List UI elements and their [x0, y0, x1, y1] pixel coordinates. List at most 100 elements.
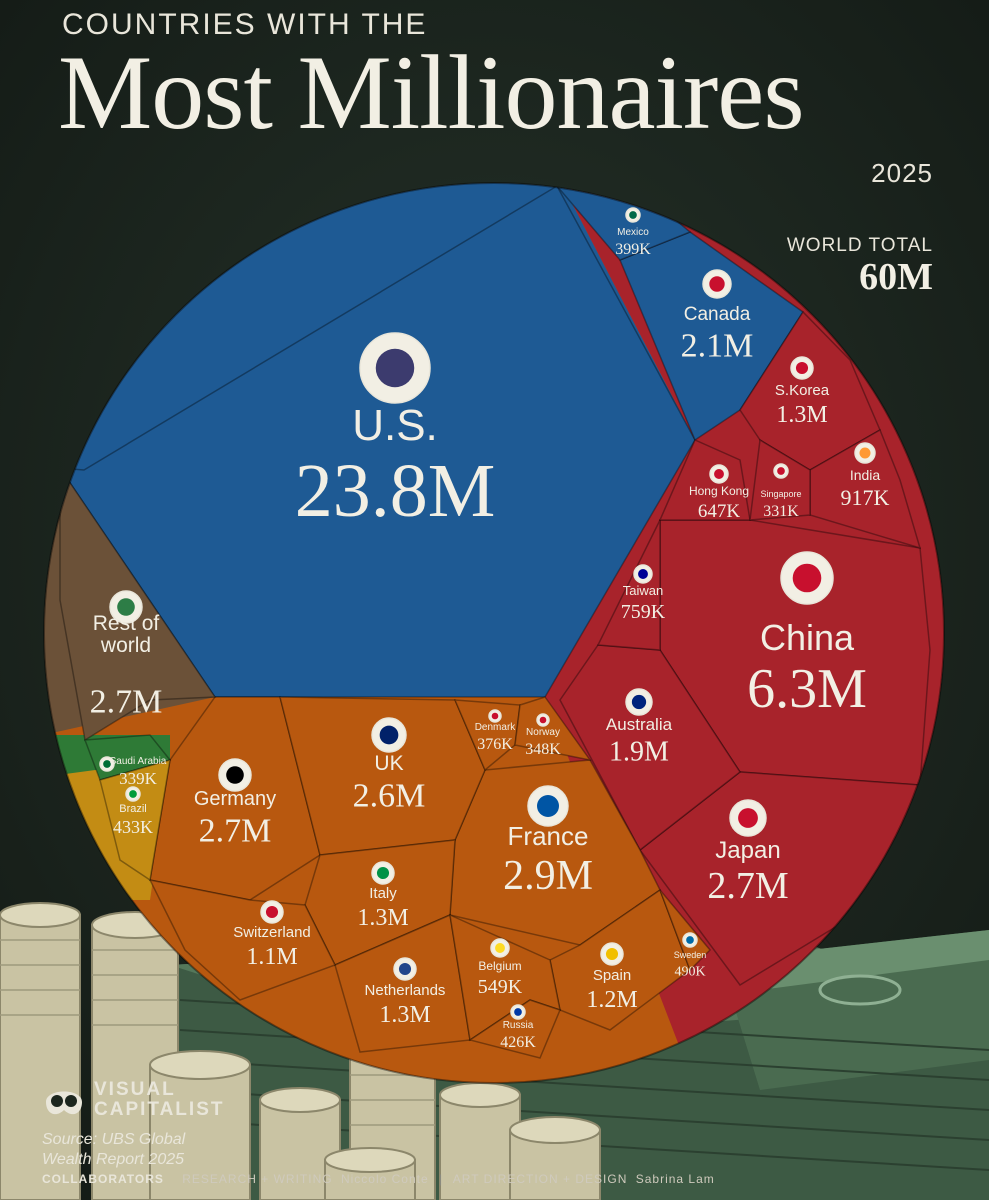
cell-value: 348K	[525, 741, 561, 758]
cell-value: 2.6M	[353, 777, 426, 814]
china-flag-icon	[780, 551, 834, 605]
cell-label: Spain	[593, 967, 631, 984]
cell-value: 917K	[841, 485, 890, 510]
cell-label: S.Korea	[775, 382, 830, 399]
logo-text: VISUAL CAPITALIST	[94, 1079, 225, 1120]
cell-australia	[559, 644, 742, 852]
cell-value: 1.1M	[246, 944, 297, 970]
denmark-flag-icon	[488, 709, 502, 723]
cell-label: U.S.	[352, 401, 438, 450]
uk-flag-icon	[371, 717, 407, 753]
russia-flag-icon	[510, 1004, 526, 1020]
cell-switzerland	[148, 878, 337, 1001]
cell-label: Germany	[194, 788, 276, 810]
cell-value: 339K	[119, 769, 158, 788]
cell-label: Taiwan	[623, 583, 663, 598]
switzerland-flag-icon	[260, 900, 284, 924]
cell-label: Belgium	[478, 959, 521, 973]
cell-russia	[468, 999, 562, 1059]
cell-value: 2.9M	[503, 853, 593, 899]
cell-value: 1.3M	[379, 1002, 430, 1028]
visual-capitalist-logo: VISUAL CAPITALIST	[42, 1080, 234, 1120]
cell-label: Japan	[715, 837, 780, 864]
cell-label: Switzerland	[233, 924, 311, 941]
globe-icon	[109, 590, 143, 624]
germany-flag-icon	[218, 758, 252, 792]
brazil-flag-icon	[125, 786, 141, 802]
cell-japan	[638, 771, 922, 986]
cell-label: France	[508, 821, 589, 851]
design-name: Sabrina Lam	[635, 1172, 715, 1186]
saudi-arabia-flag-icon	[99, 756, 115, 772]
cell-value: 2.7M	[90, 683, 163, 720]
mexico-flag-icon	[625, 207, 641, 223]
cell-value: 1.3M	[357, 905, 408, 931]
cell-value: 6.3M	[747, 658, 867, 720]
cell-label: China	[760, 617, 855, 658]
cell-value: 399K	[615, 241, 651, 258]
cell-canada	[619, 231, 805, 442]
cell-label: Sweden	[674, 950, 707, 960]
cell-label: Russia	[503, 1020, 534, 1031]
credits-line: COLLABORATORS RESEARCH + WRITING Niccolo…	[42, 1172, 715, 1186]
cell-sweden	[659, 889, 712, 972]
cell-label: Hong Kong	[689, 484, 749, 498]
south-korea-flag-icon	[790, 356, 814, 380]
india-flag-icon	[854, 442, 876, 464]
belgium-flag-icon	[490, 938, 510, 958]
page-title: Most Millionaires	[58, 34, 805, 151]
cell-label: Italy	[369, 885, 397, 902]
cell-value: 433K	[113, 817, 153, 837]
norway-flag-icon	[536, 713, 550, 727]
cell-taiwan	[596, 519, 661, 651]
cell-label: Canada	[684, 304, 751, 325]
world-total-label: WORLD TOTAL	[786, 235, 933, 256]
visual-capitalist-logo-icon	[46, 1091, 82, 1115]
cell-hong-kong	[658, 439, 751, 521]
hong-kong-flag-icon	[709, 464, 729, 484]
cell-brazil	[99, 758, 171, 882]
cell-label: Mexico	[617, 227, 649, 238]
cell-label: UK	[374, 752, 403, 775]
canada-flag-icon	[702, 269, 732, 299]
cell-uk	[279, 696, 486, 856]
cell-value: 331K	[763, 503, 799, 520]
spain-flag-icon	[600, 942, 624, 966]
france-flag-icon	[527, 785, 569, 827]
year-label: 2025	[871, 158, 933, 188]
cell-label: Rest of world	[93, 612, 160, 657]
cell-value: 549K	[478, 976, 523, 998]
cell-label: Denmark	[475, 722, 517, 733]
netherlands-flag-icon	[393, 957, 417, 981]
cell-value: 2.1M	[681, 327, 754, 364]
cell-label: Singapore	[760, 489, 801, 499]
cell-value: 23.8M	[295, 449, 496, 533]
singapore-flag-icon	[773, 463, 789, 479]
japan-flag-icon	[729, 799, 767, 837]
cell-norway	[514, 696, 592, 762]
research-name: Niccolo Conte	[340, 1172, 429, 1186]
cell-singapore	[749, 438, 811, 521]
cell-value: 1.2M	[586, 987, 637, 1013]
world-total-value: 60M	[859, 256, 933, 298]
cell-value: 376K	[477, 736, 513, 753]
source-note: Source: UBS Global Wealth Report 2025	[42, 1131, 186, 1168]
sweden-flag-icon	[682, 932, 698, 948]
collaborators-label: COLLABORATORS	[42, 1172, 164, 1186]
design-label: ART DIRECTION + DESIGN	[452, 1172, 628, 1186]
cell-value: 2.7M	[707, 865, 788, 907]
chart-outline	[43, 182, 945, 1084]
research-label: RESEARCH + WRITING	[182, 1172, 333, 1186]
cell-value: 426K	[500, 1034, 536, 1051]
title-kicker: COUNTRIES WITH THE	[62, 8, 428, 41]
cell-value: 1.3M	[776, 402, 827, 428]
cell-value: 759K	[621, 601, 666, 623]
cell-value: 490K	[674, 964, 705, 979]
cell-label: Australia	[606, 715, 673, 734]
australia-flag-icon	[625, 688, 653, 716]
cell-value: 647K	[698, 501, 741, 522]
italy-flag-icon	[371, 861, 395, 885]
cell-label: Norway	[526, 727, 560, 738]
cell-label: Netherlands	[365, 982, 446, 999]
